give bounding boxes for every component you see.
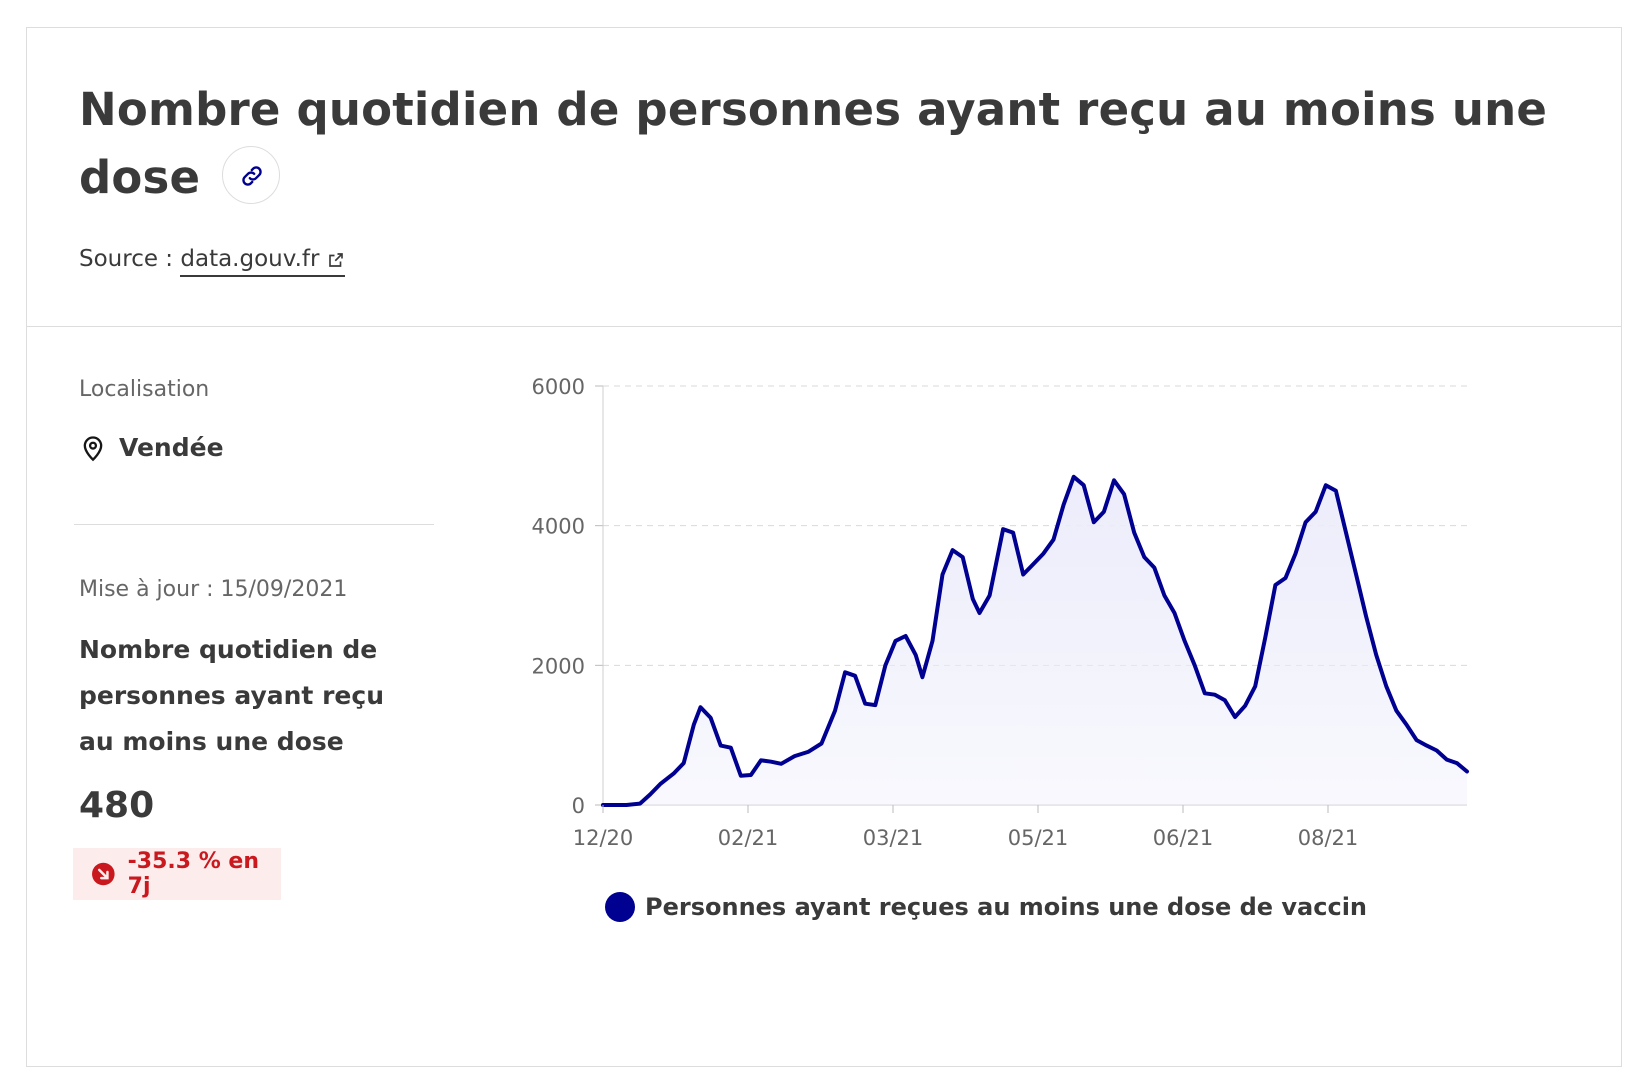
location-pin-icon [83, 435, 103, 461]
link-icon [242, 166, 262, 186]
page-title-text: Nombre quotidien de personnes ayant reçu… [79, 83, 1548, 204]
source-line: Source : data.gouv.fr [79, 246, 346, 277]
x-tick-label: 08/21 [1298, 826, 1359, 850]
x-tick-label: 02/21 [718, 826, 779, 850]
legend-label: Personnes ayant reçues au moins une dose… [645, 893, 1368, 921]
line-chart: 0 2000 4000 6000 12/20 02/21 03/21 05/21 06/21 08… [532, 375, 1469, 850]
sidebar-divider [74, 524, 434, 525]
header-divider [27, 326, 1621, 327]
chart-area: 0 2000 4000 6000 12/20 02/21 03/21 05/21 06/21 08… [497, 358, 1617, 988]
y-tick-label: 2000 [532, 654, 585, 678]
legend-swatch [605, 892, 635, 922]
external-link-icon [329, 252, 344, 267]
chart-legend[interactable]: Personnes ayant reçues au moins une dose… [605, 892, 1367, 922]
series-line [601, 474, 1469, 807]
chart-card: Nombre quotidien de personnes ayant reçu… [26, 27, 1622, 1067]
x-tick-label: 06/21 [1153, 826, 1214, 850]
trend-down-icon [92, 862, 115, 886]
location-name: Vendée [119, 433, 224, 462]
card-header: Nombre quotidien de personnes ayant reçu… [27, 28, 1621, 325]
y-tick-label: 4000 [532, 515, 585, 539]
page-title: Nombre quotidien de personnes ayant reçu… [79, 76, 1559, 212]
y-tick-label: 0 [572, 794, 585, 818]
location-label: Localisation [79, 377, 210, 402]
kpi-title: Nombre quotidien de personnes ayant reçu… [79, 635, 384, 756]
series-area [603, 476, 1467, 805]
source-link[interactable]: data.gouv.fr [180, 246, 346, 277]
copy-link-button[interactable] [222, 146, 281, 204]
source-prefix: Source : [79, 246, 181, 272]
x-tick-label: 03/21 [863, 826, 924, 850]
x-tick-label: 05/21 [1008, 826, 1069, 850]
trend-badge: -35.3 % en 7j [73, 848, 281, 900]
sidebar-panel: Localisation Vendée Mise à jour : 15/09/… [27, 327, 487, 987]
kpi-value: 480 [79, 785, 155, 826]
location-value: Vendée [79, 433, 224, 462]
y-tick-label: 6000 [532, 375, 585, 399]
trend-text: -35.3 % en 7j [127, 849, 259, 899]
x-tick-label: 12/20 [573, 826, 634, 850]
source-link-text: data.gouv.fr [180, 246, 320, 272]
updated-date: Mise à jour : 15/09/2021 [79, 577, 348, 602]
